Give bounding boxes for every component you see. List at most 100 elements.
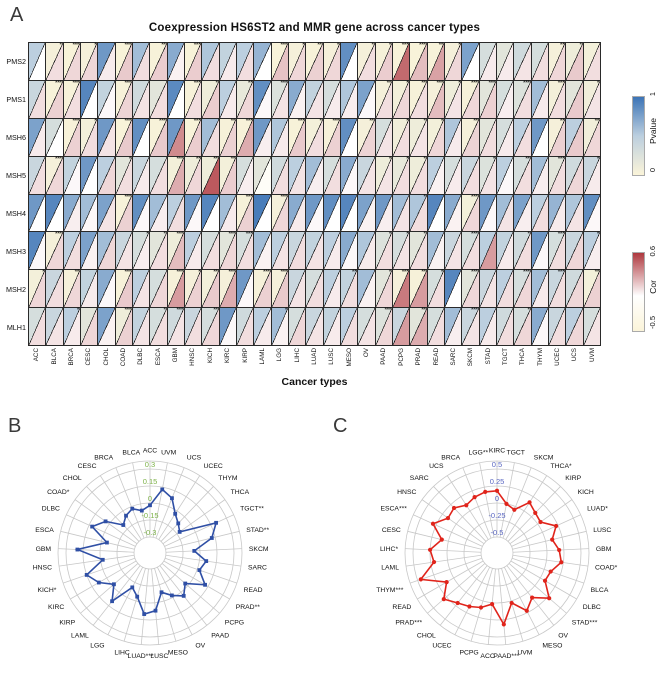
heatmap-title: Coexpression HS6ST2 and MMR gene across … [148, 22, 481, 34]
radar-category-label: UCS [187, 455, 202, 462]
heatmap-cell: *** [63, 80, 80, 118]
radar-marker [173, 511, 178, 516]
significance-stars: *** [262, 269, 270, 277]
radar-category-label: HNSC [397, 489, 416, 496]
cancer-type-label: DLBC [137, 348, 145, 365]
heatmap-cell: *** [219, 269, 236, 308]
heatmap-cell [358, 156, 375, 194]
radar-marker [467, 604, 472, 609]
radar-marker [542, 578, 548, 583]
radar-marker [472, 495, 477, 500]
heatmap-cell [237, 43, 254, 80]
significance-stars: * [440, 269, 444, 277]
radar-category-label: PAAD [211, 632, 229, 639]
cancer-type-label: BRCA [67, 348, 75, 366]
heatmap-cell: *** [167, 156, 184, 194]
significance-stars: * [319, 117, 322, 125]
heatmap-cell [566, 156, 583, 194]
heatmap-cell [341, 308, 358, 345]
radar-marker [494, 488, 500, 493]
significance-stars: ** [369, 117, 374, 125]
heatmap-cell [358, 308, 375, 345]
radar-category-label: THCA [231, 489, 250, 496]
heatmap-cell [445, 308, 462, 345]
significance-stars: * [579, 42, 582, 49]
radar-marker [203, 582, 207, 587]
heatmap-cell [514, 194, 531, 232]
heatmap-cell [323, 194, 340, 232]
significance-stars: *** [557, 269, 565, 277]
radar-marker [204, 559, 209, 563]
radar-tick-label: 0.25 [490, 477, 505, 486]
heatmap-cell: *** [549, 156, 566, 194]
heatmap-cell [98, 270, 115, 308]
cancer-type-label: BLCA [50, 348, 58, 365]
heatmap-cell [375, 194, 392, 232]
radar-spoke [163, 560, 230, 600]
heatmap-cell [167, 118, 184, 156]
radar-marker [548, 569, 553, 574]
heatmap-cell: *** [549, 269, 566, 308]
significance-stars: *** [488, 79, 495, 87]
heatmap-cell [289, 308, 306, 345]
significance-stars: * [423, 155, 426, 163]
radar-marker [124, 513, 128, 518]
radar-marker [530, 595, 535, 600]
heatmap-cell [393, 308, 410, 345]
radar-tick-label: 0 [148, 494, 152, 503]
cor-legend: 0.6 Cor -0.5 [632, 246, 668, 332]
heatmap-cell [167, 194, 184, 232]
heatmap-cell [271, 118, 288, 156]
radar-series-polygon [74, 488, 218, 616]
radar-category-label: READ [244, 587, 263, 594]
heatmap-cell: ** [237, 80, 254, 118]
radar-marker [533, 510, 538, 515]
heatmap-cell: *** [167, 269, 184, 308]
heatmap-cell [81, 232, 98, 270]
radar-spoke [154, 568, 177, 642]
significance-stars: * [94, 42, 97, 49]
significance-stars: *** [193, 42, 201, 49]
radar-tick-label: 0 [495, 494, 499, 503]
heatmap-cell [46, 308, 63, 345]
heatmap-cell [566, 194, 583, 232]
radar-spoke [462, 467, 492, 539]
significance-stars: * [198, 269, 201, 277]
gene-label: PMS2 [6, 56, 26, 66]
radar-marker [490, 602, 495, 607]
heatmap-cell [514, 43, 531, 80]
heatmap-cell: * [410, 194, 427, 232]
cancer-type-label: STAD [484, 348, 492, 365]
radar-spoke [511, 514, 581, 547]
cancer-type-label: CHOL [102, 348, 110, 366]
heatmap-cell: *** [167, 231, 184, 270]
heatmap-cell: *** [462, 307, 479, 345]
heatmap-cell [306, 232, 323, 270]
heatmap-cell: * [271, 307, 288, 345]
heatmap-cell [185, 308, 202, 345]
significance-stars: *** [470, 307, 478, 315]
cancer-type-label: KIRC [224, 348, 232, 364]
heatmap-cell [375, 118, 392, 156]
radar-spoke [165, 554, 242, 567]
radar-category-label: BLCA [122, 449, 140, 456]
pvalue-legend-max: 1 [648, 92, 657, 97]
radar-category-label: KIRC [48, 604, 64, 611]
significance-stars: ** [74, 269, 80, 277]
heatmap-cell: * [445, 80, 462, 118]
heatmap-cell: *** [115, 269, 132, 308]
radar-category-label: SKCM [249, 546, 269, 553]
heatmap-cell [29, 118, 46, 156]
heatmap-cell [237, 156, 254, 194]
radar-spoke [479, 462, 495, 538]
significance-stars: * [388, 155, 392, 163]
heatmap-cell: *** [271, 80, 288, 118]
heatmap-cell: ** [410, 80, 427, 118]
heatmap-cell: * [514, 231, 531, 270]
radar-category-label: MESO [168, 650, 188, 657]
heatmap-cell [531, 194, 548, 232]
heatmap-cell [358, 270, 375, 308]
significance-stars: *** [245, 193, 253, 201]
radar-category-label: DLBC [42, 505, 60, 512]
